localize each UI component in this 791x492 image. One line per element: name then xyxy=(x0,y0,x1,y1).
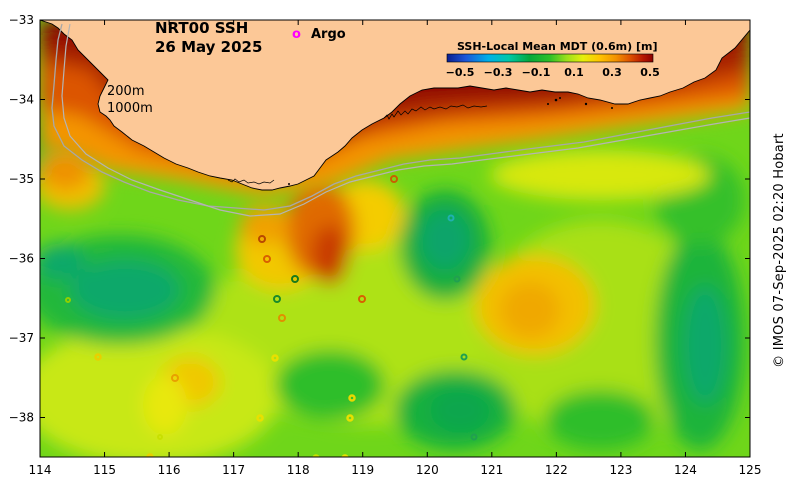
colorbar-tick-label: 0.1 xyxy=(564,66,584,79)
colorbar-tick-label: 0.5 xyxy=(640,66,660,79)
plot-frame xyxy=(39,19,751,458)
isobath-1000m xyxy=(61,23,750,217)
y-tick-label: −34 xyxy=(9,93,34,107)
y-tick-label: −37 xyxy=(9,331,34,345)
imos-credit: © IMOS 07-Sep-2025 02:20 Hobart xyxy=(767,40,791,460)
y-tick-label: −35 xyxy=(9,172,34,186)
colorbar-strip xyxy=(446,53,654,63)
x-tick-label: 115 xyxy=(93,463,116,477)
argo-markers xyxy=(65,175,478,457)
x-tick-label: 117 xyxy=(222,463,245,477)
colorbar-tick-label: 0.3 xyxy=(602,66,622,79)
x-axis: 114 115 116 117 118 119 120 121 122 123 124 125 xyxy=(29,20,762,477)
y-axis: −33 −34 −35 −36 −37 −38 xyxy=(9,13,750,425)
map-date: 26 May 2025 xyxy=(155,38,262,56)
australia-land xyxy=(40,20,750,191)
islands xyxy=(288,97,613,185)
x-tick-label: 125 xyxy=(739,463,762,477)
y-tick-label: −36 xyxy=(9,252,34,266)
x-tick-label: 120 xyxy=(416,463,439,477)
product-title: NRT00 SSH xyxy=(155,19,248,37)
colorbar-tick-label: −0.1 xyxy=(522,66,551,79)
x-tick-label: 114 xyxy=(29,463,52,477)
x-tick-label: 122 xyxy=(545,463,568,477)
isobath-label-1000m: 1000m xyxy=(107,101,153,116)
x-tick-label: 121 xyxy=(480,463,503,477)
coastline-detail xyxy=(227,104,488,185)
x-tick-label: 119 xyxy=(351,463,374,477)
colorbar: SSH-Local Mean MDT (0.6m) [m] −0.5 −0.3 −0… xyxy=(446,40,660,79)
colorbar-tick-label: −0.5 xyxy=(446,66,475,79)
x-tick-label: 116 xyxy=(158,463,181,477)
argo-legend-symbol: o xyxy=(292,27,301,42)
x-tick-label: 124 xyxy=(674,463,697,477)
argo-legend-label: Argo xyxy=(311,27,346,42)
y-tick-label: −33 xyxy=(9,13,34,27)
colorbar-title: SSH-Local Mean MDT (0.6m) [m] xyxy=(457,40,657,53)
colorbar-tick-label: −0.3 xyxy=(484,66,513,79)
isobath-200m xyxy=(51,23,750,211)
y-tick-label: −38 xyxy=(9,411,34,425)
x-tick-label: 118 xyxy=(287,463,310,477)
x-tick-label: 123 xyxy=(609,463,632,477)
credit-text: © IMOS 07-Sep-2025 02:20 Hobart xyxy=(771,132,787,368)
isobath-label-200m: 200m xyxy=(107,84,144,99)
